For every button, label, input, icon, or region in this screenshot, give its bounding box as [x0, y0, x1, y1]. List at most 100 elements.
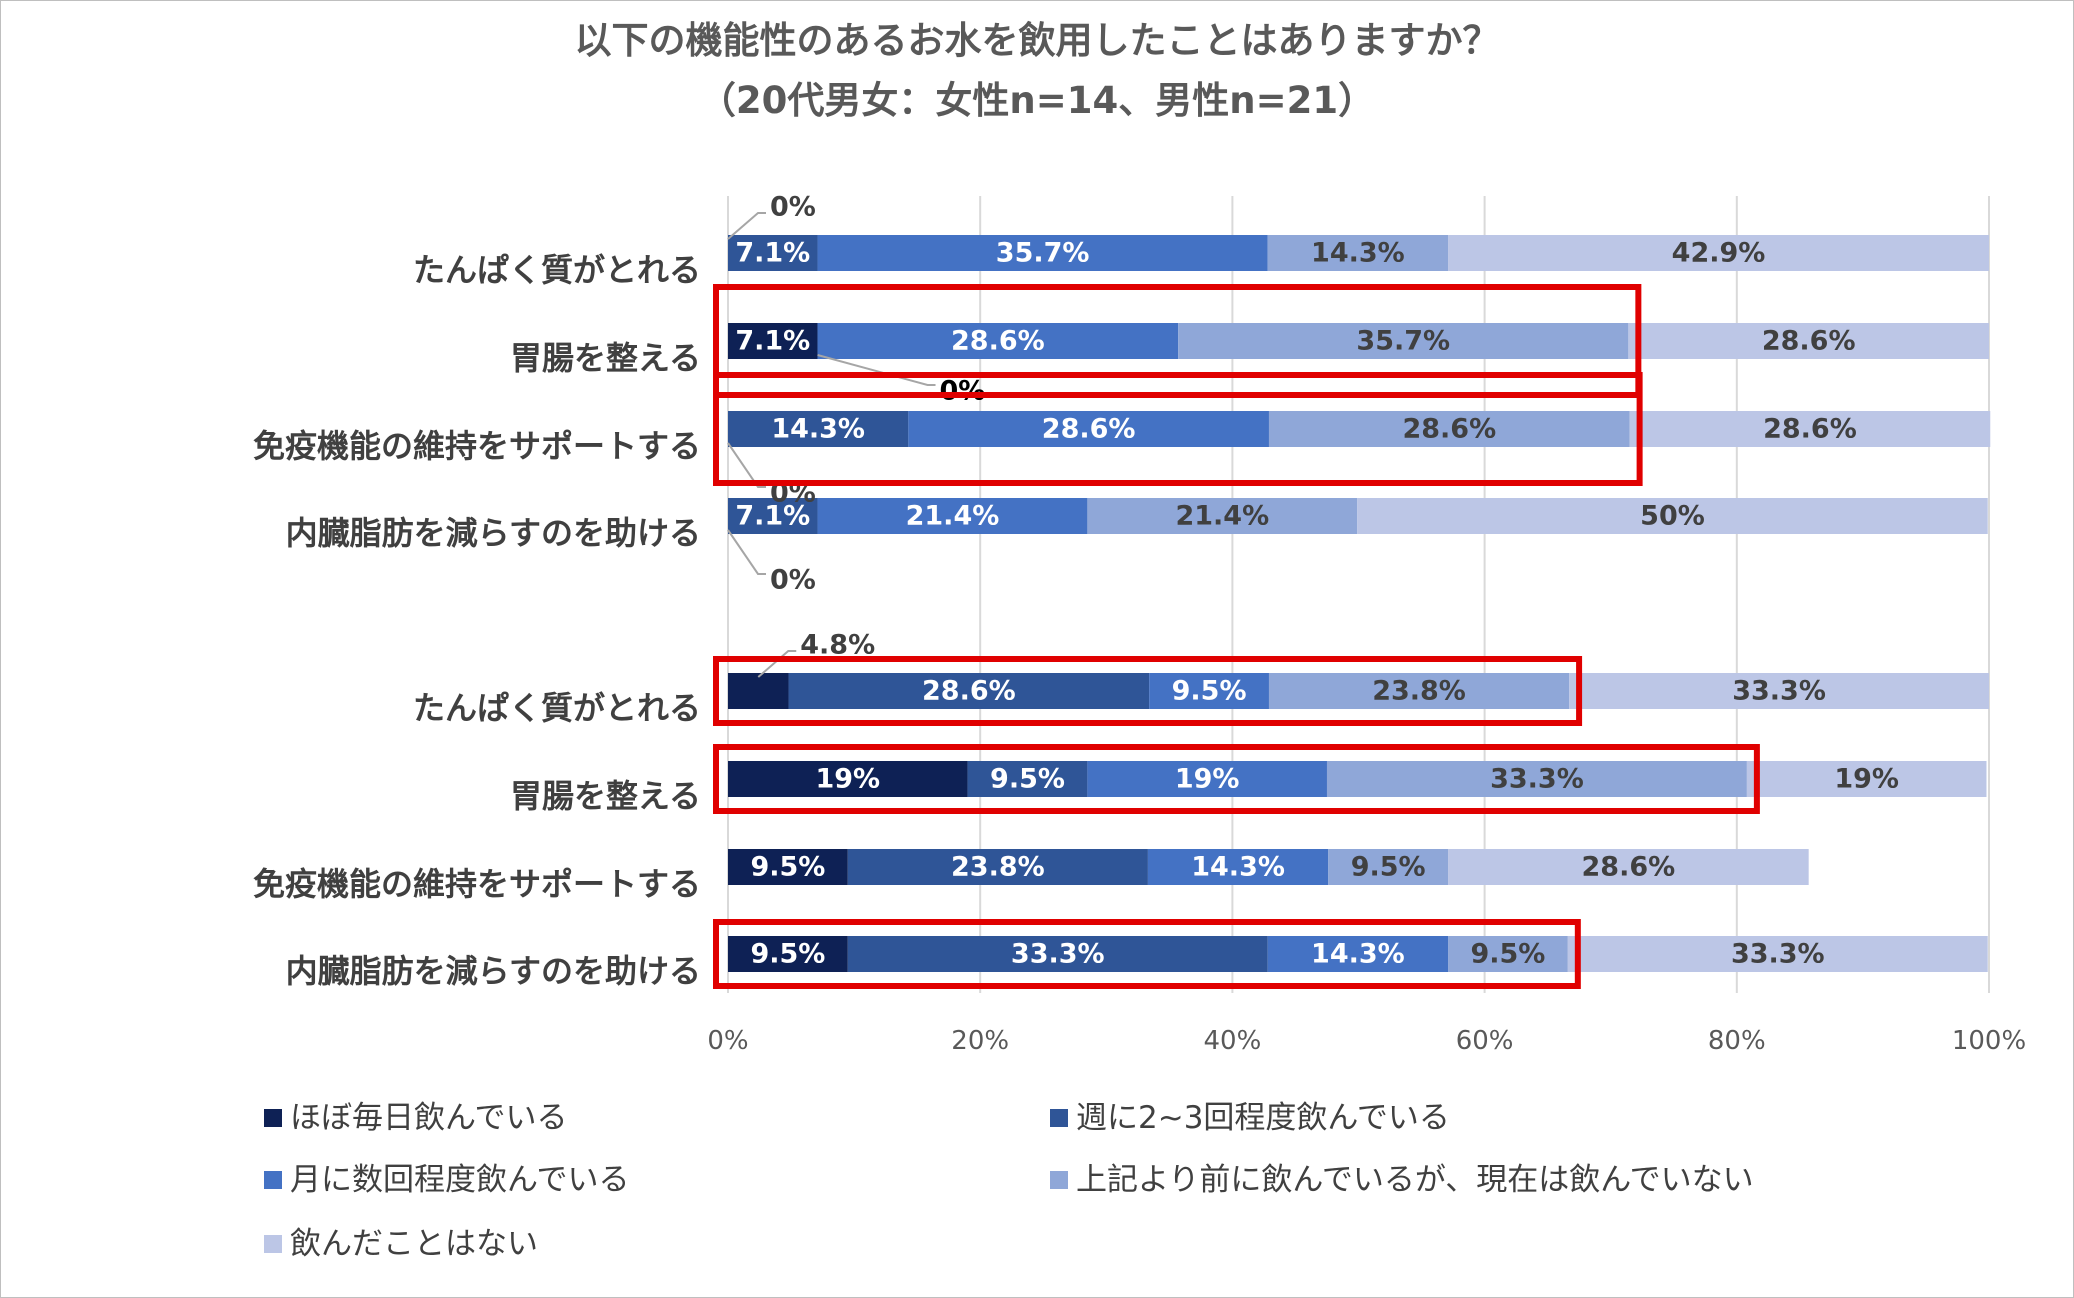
bar-segment	[728, 936, 848, 972]
bar-segment	[728, 235, 818, 271]
data-label: 9.5%	[750, 939, 825, 970]
data-label: 21.4%	[1175, 501, 1269, 532]
bar-segment	[728, 323, 818, 359]
callout-leader	[817, 354, 936, 386]
callout-leader	[727, 212, 766, 240]
data-label: 35.7%	[996, 238, 1090, 269]
bar-segment	[1087, 761, 1327, 797]
callout-leader	[727, 529, 766, 575]
bar-segment	[1268, 673, 1570, 709]
category-label: 内臓脂肪を減らすのを助ける	[286, 514, 701, 552]
data-label: 28.6%	[922, 676, 1016, 707]
data-label: 7.1%	[735, 238, 810, 269]
legend-label: ほぼ毎日飲んでいる	[290, 1100, 567, 1136]
bar-segment	[788, 673, 1150, 709]
data-label: 23.8%	[1372, 676, 1466, 707]
callout-label: 0%	[770, 565, 816, 596]
bar-segment	[1267, 235, 1449, 271]
callout-label: 0%	[770, 192, 816, 223]
chart-subtitle: （20代男女：女性n=14、男性n=21）	[699, 79, 1375, 122]
bar-segment	[728, 673, 789, 709]
x-tick-label: 80%	[1708, 1026, 1766, 1056]
bar-segment	[728, 761, 968, 797]
bar-segment	[1567, 936, 1988, 972]
bar-segment	[817, 323, 1179, 359]
data-label: 9.5%	[1172, 676, 1247, 707]
legend-swatch	[1050, 1109, 1068, 1127]
data-label: 42.9%	[1672, 238, 1766, 269]
callout-leader	[727, 442, 766, 488]
bar-segment	[967, 761, 1088, 797]
bar-segment	[1087, 498, 1358, 534]
data-label: 28.6%	[1762, 326, 1856, 357]
bar-segment	[1328, 849, 1449, 885]
highlight-box	[713, 656, 1583, 726]
category-label: たんぱく質がとれる	[413, 251, 701, 289]
bar-segment	[1746, 761, 1987, 797]
bar-segment	[817, 235, 1268, 271]
data-label: 9.5%	[990, 764, 1065, 795]
bar-segment	[1268, 411, 1630, 447]
x-axis-ticks: 0% 20% 40% 60% 80% 100%	[707, 1026, 2026, 1056]
legend-swatch	[1050, 1171, 1068, 1189]
data-label: 7.1%	[735, 501, 810, 532]
legend-swatch	[264, 1235, 282, 1253]
bar-segment	[728, 849, 848, 885]
legend-label: 上記より前に飲んでいるが、現在は飲んでいない	[1076, 1162, 1754, 1198]
x-tick-label: 20%	[951, 1026, 1009, 1056]
bar-segment	[1149, 673, 1269, 709]
legend-swatch	[264, 1109, 282, 1127]
data-label: 23.8%	[951, 852, 1045, 883]
data-label: 33.3%	[1732, 676, 1826, 707]
bar-segment	[847, 849, 1148, 885]
legend-label: 月に数回程度飲んでいる	[290, 1162, 629, 1198]
data-label: 19%	[1834, 764, 1899, 795]
highlight-box	[713, 919, 1581, 989]
category-label: たんぱく質がとれる	[413, 689, 701, 727]
bars: 7.1% 35.7% 14.3% 42.9% 7.1% 28.6% 35.7% 28.6% 14…	[728, 235, 1991, 972]
bar-segment	[1629, 411, 1991, 447]
bar-segment	[1628, 323, 1989, 359]
data-label: 33.3%	[1490, 764, 1584, 795]
category-label: 胃腸を整える	[510, 777, 701, 815]
x-tick-label: 100%	[1952, 1026, 2026, 1056]
legend-label: 週に2~3回程度飲んでいる	[1076, 1100, 1450, 1136]
data-label: 14.3%	[1191, 852, 1285, 883]
bar-segment	[1147, 849, 1329, 885]
chart-title: 以下の機能性のあるお水を飲用したことはありますか？	[575, 19, 1500, 62]
data-label: 28.6%	[1763, 414, 1857, 445]
data-label: 19%	[1175, 764, 1240, 795]
bar-segment	[817, 498, 1088, 534]
x-tick-label: 60%	[1456, 1026, 1514, 1056]
data-label: 14.3%	[1311, 238, 1405, 269]
highlight-box	[713, 372, 1643, 486]
bar-segment	[728, 411, 909, 447]
data-label: 28.6%	[1402, 414, 1496, 445]
data-label: 28.6%	[951, 326, 1045, 357]
bar-segment	[728, 498, 818, 534]
highlight-box	[713, 284, 1642, 398]
bar-segment	[1448, 936, 1568, 972]
data-label: 14.3%	[771, 414, 865, 445]
category-label: 免疫機能の維持をサポートする	[253, 427, 701, 465]
category-labels: たんぱく質がとれる胃腸を整える免疫機能の維持をサポートする内臓脂肪を減らすのを助…	[253, 251, 701, 990]
bar-segment	[1448, 849, 1809, 885]
highlight-boxes	[713, 284, 1760, 989]
data-label: 21.4%	[906, 501, 1000, 532]
bar-segment	[1357, 498, 1988, 534]
data-label: 7.1%	[735, 326, 810, 357]
category-label: 胃腸を整える	[510, 339, 701, 377]
bar-segment	[1569, 673, 1989, 709]
data-label: 35.7%	[1356, 326, 1450, 357]
category-label: 免疫機能の維持をサポートする	[253, 865, 701, 903]
legend-swatch	[264, 1171, 282, 1189]
highlight-box	[713, 744, 1760, 814]
data-label: 50%	[1640, 501, 1705, 532]
data-label: 19%	[815, 764, 880, 795]
data-label: 28.6%	[1582, 852, 1676, 883]
bar-segment	[1178, 323, 1629, 359]
x-tick-label: 40%	[1204, 1026, 1262, 1056]
data-label: 9.5%	[1351, 852, 1426, 883]
